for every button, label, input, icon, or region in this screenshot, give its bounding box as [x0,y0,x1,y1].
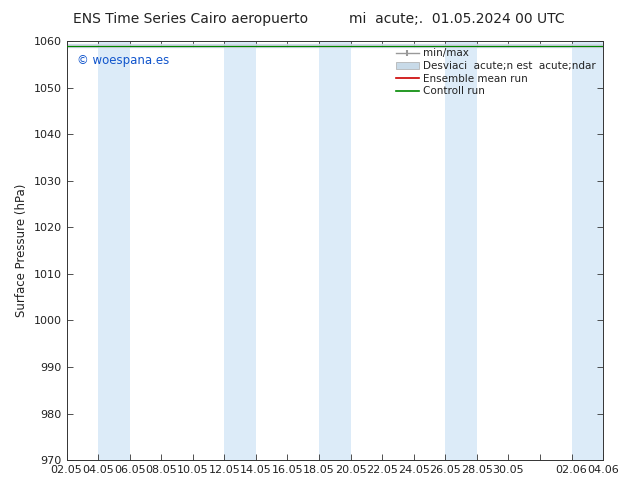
Bar [224,41,256,460]
Text: © woespana.es: © woespana.es [77,53,169,67]
Bar [98,41,130,460]
Legend: min/max, Desviaci  acute;n est  acute;ndar, Ensemble mean run, Controll run: min/max, Desviaci acute;n est acute;ndar… [394,46,598,98]
Bar [319,41,351,460]
Y-axis label: Surface Pressure (hPa): Surface Pressure (hPa) [15,184,28,318]
Text: mi  acute;.  01.05.2024 00 UTC: mi acute;. 01.05.2024 00 UTC [349,12,564,26]
Text: ENS Time Series Cairo aeropuerto: ENS Time Series Cairo aeropuerto [73,12,307,26]
Bar [572,41,603,460]
Bar [445,41,477,460]
